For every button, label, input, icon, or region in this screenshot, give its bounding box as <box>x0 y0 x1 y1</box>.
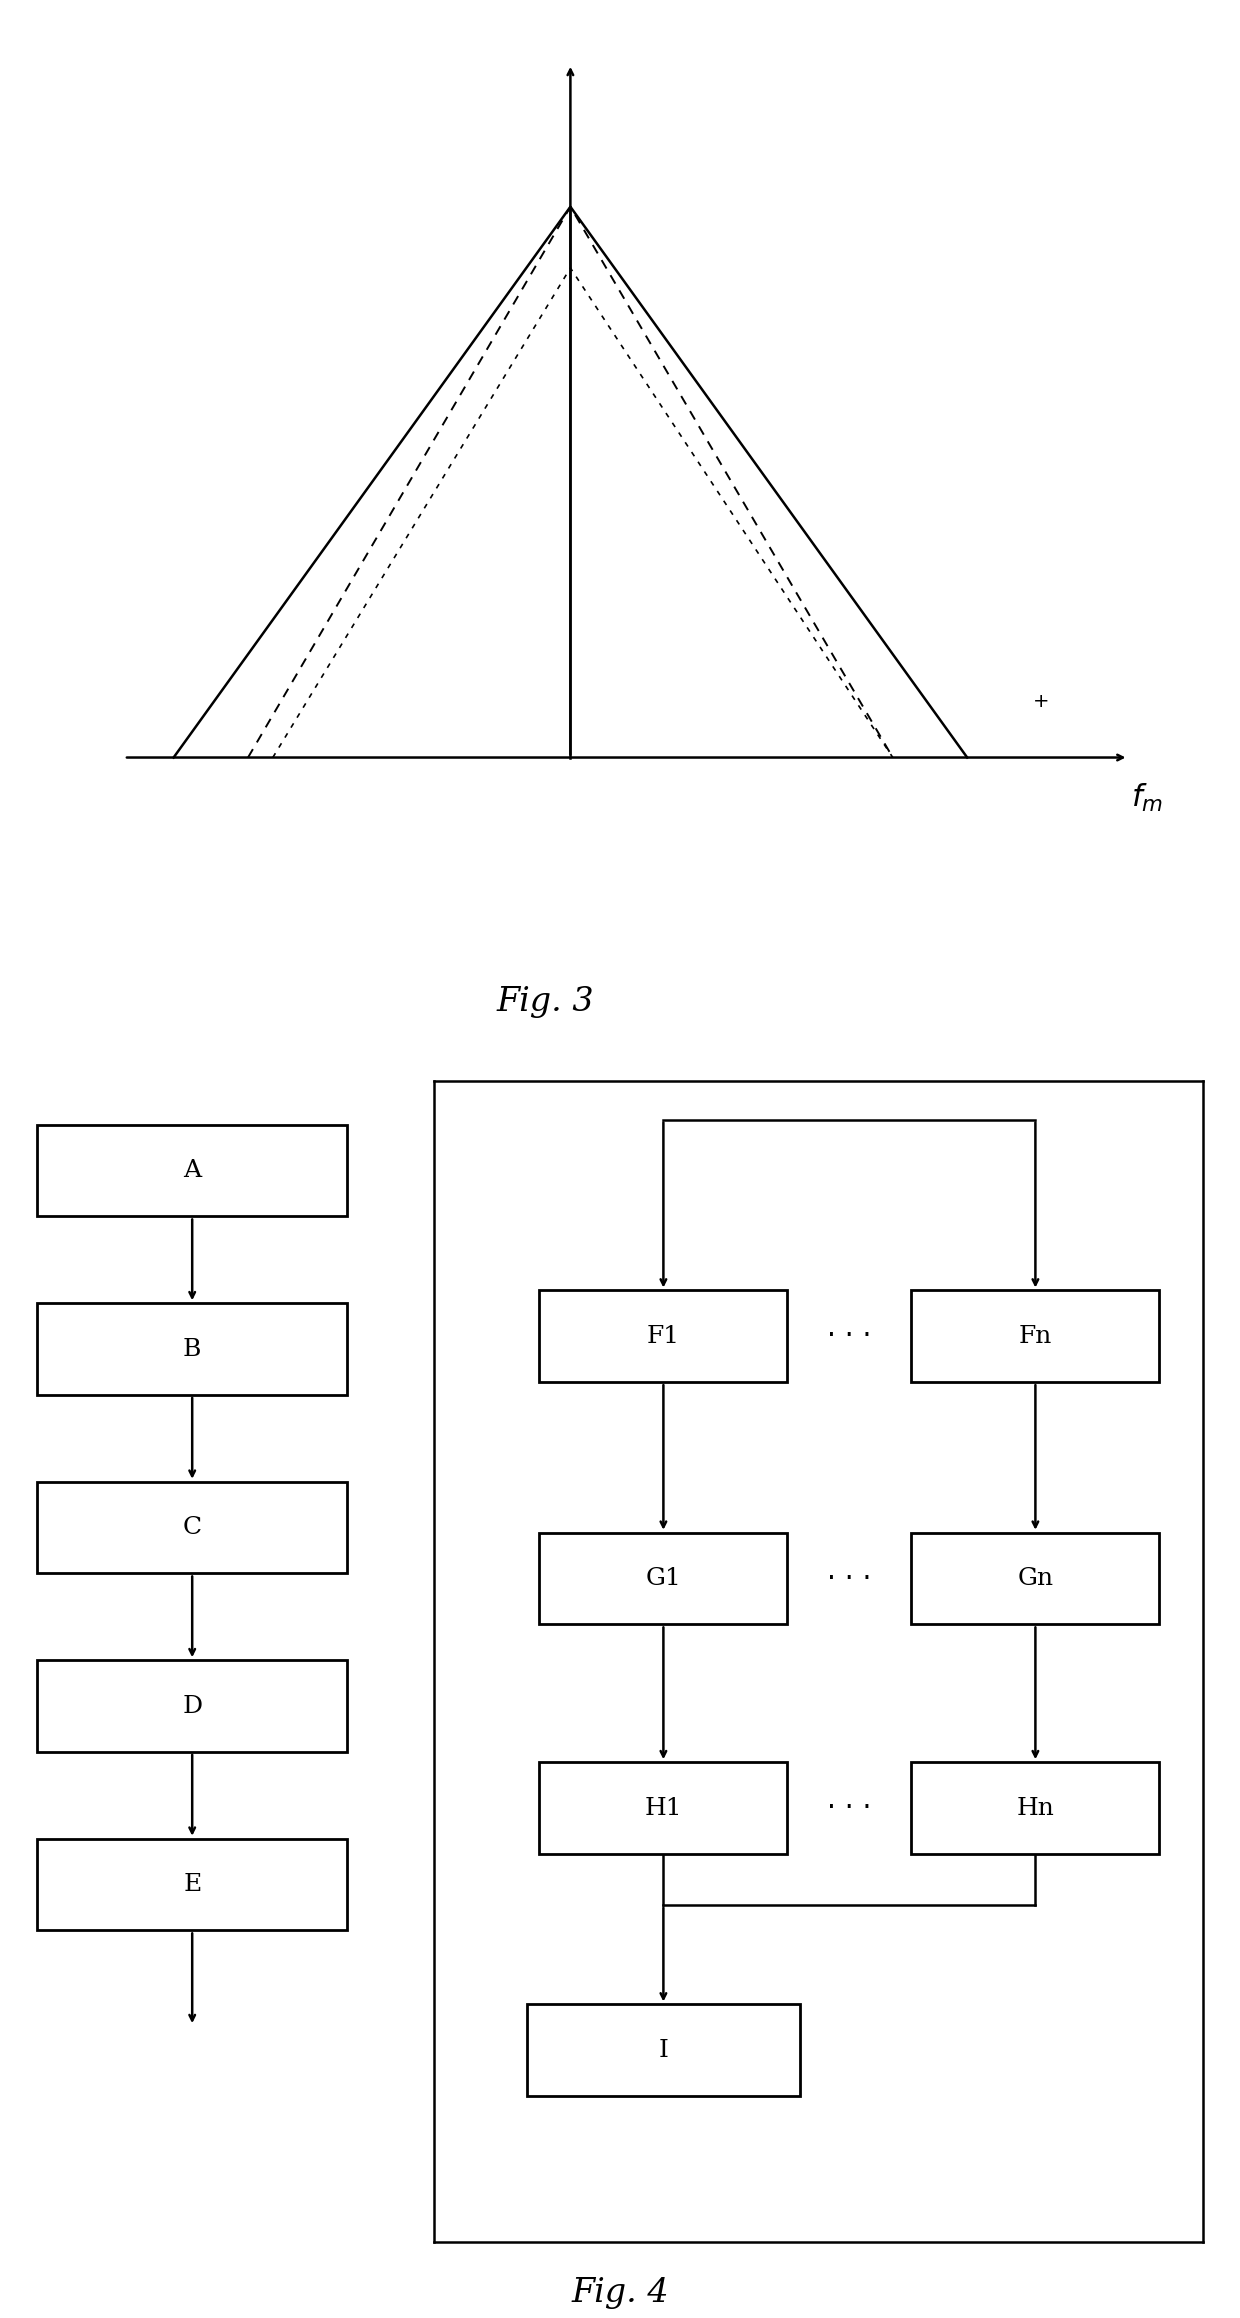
FancyBboxPatch shape <box>37 1481 347 1574</box>
Text: E: E <box>184 1873 201 1896</box>
FancyBboxPatch shape <box>527 2005 800 2095</box>
Text: H1: H1 <box>645 1796 682 1820</box>
Text: B: B <box>184 1337 201 1361</box>
Text: D: D <box>182 1694 202 1718</box>
FancyBboxPatch shape <box>539 1291 787 1382</box>
Text: G1: G1 <box>646 1567 681 1590</box>
Text: C: C <box>182 1516 202 1539</box>
Text: · · ·: · · · <box>827 1565 872 1592</box>
Text: Fn: Fn <box>1019 1326 1052 1347</box>
Text: +: + <box>1033 693 1050 712</box>
Text: Fig. 4: Fig. 4 <box>572 2276 668 2309</box>
FancyBboxPatch shape <box>911 1532 1159 1625</box>
FancyBboxPatch shape <box>37 1838 347 1931</box>
Text: F1: F1 <box>647 1326 680 1347</box>
FancyBboxPatch shape <box>539 1532 787 1625</box>
Text: Gn: Gn <box>1017 1567 1054 1590</box>
Text: · · ·: · · · <box>827 1321 872 1351</box>
FancyBboxPatch shape <box>539 1762 787 1854</box>
FancyBboxPatch shape <box>37 1660 347 1752</box>
FancyBboxPatch shape <box>911 1762 1159 1854</box>
Text: · · ·: · · · <box>827 1794 872 1822</box>
FancyBboxPatch shape <box>911 1291 1159 1382</box>
Text: Hn: Hn <box>1017 1796 1054 1820</box>
Text: I: I <box>658 2040 668 2061</box>
Text: $f_m$: $f_m$ <box>1131 781 1163 814</box>
FancyBboxPatch shape <box>37 1303 347 1395</box>
FancyBboxPatch shape <box>37 1124 347 1217</box>
Text: Fig. 3: Fig. 3 <box>497 985 594 1018</box>
Text: A: A <box>184 1159 201 1182</box>
